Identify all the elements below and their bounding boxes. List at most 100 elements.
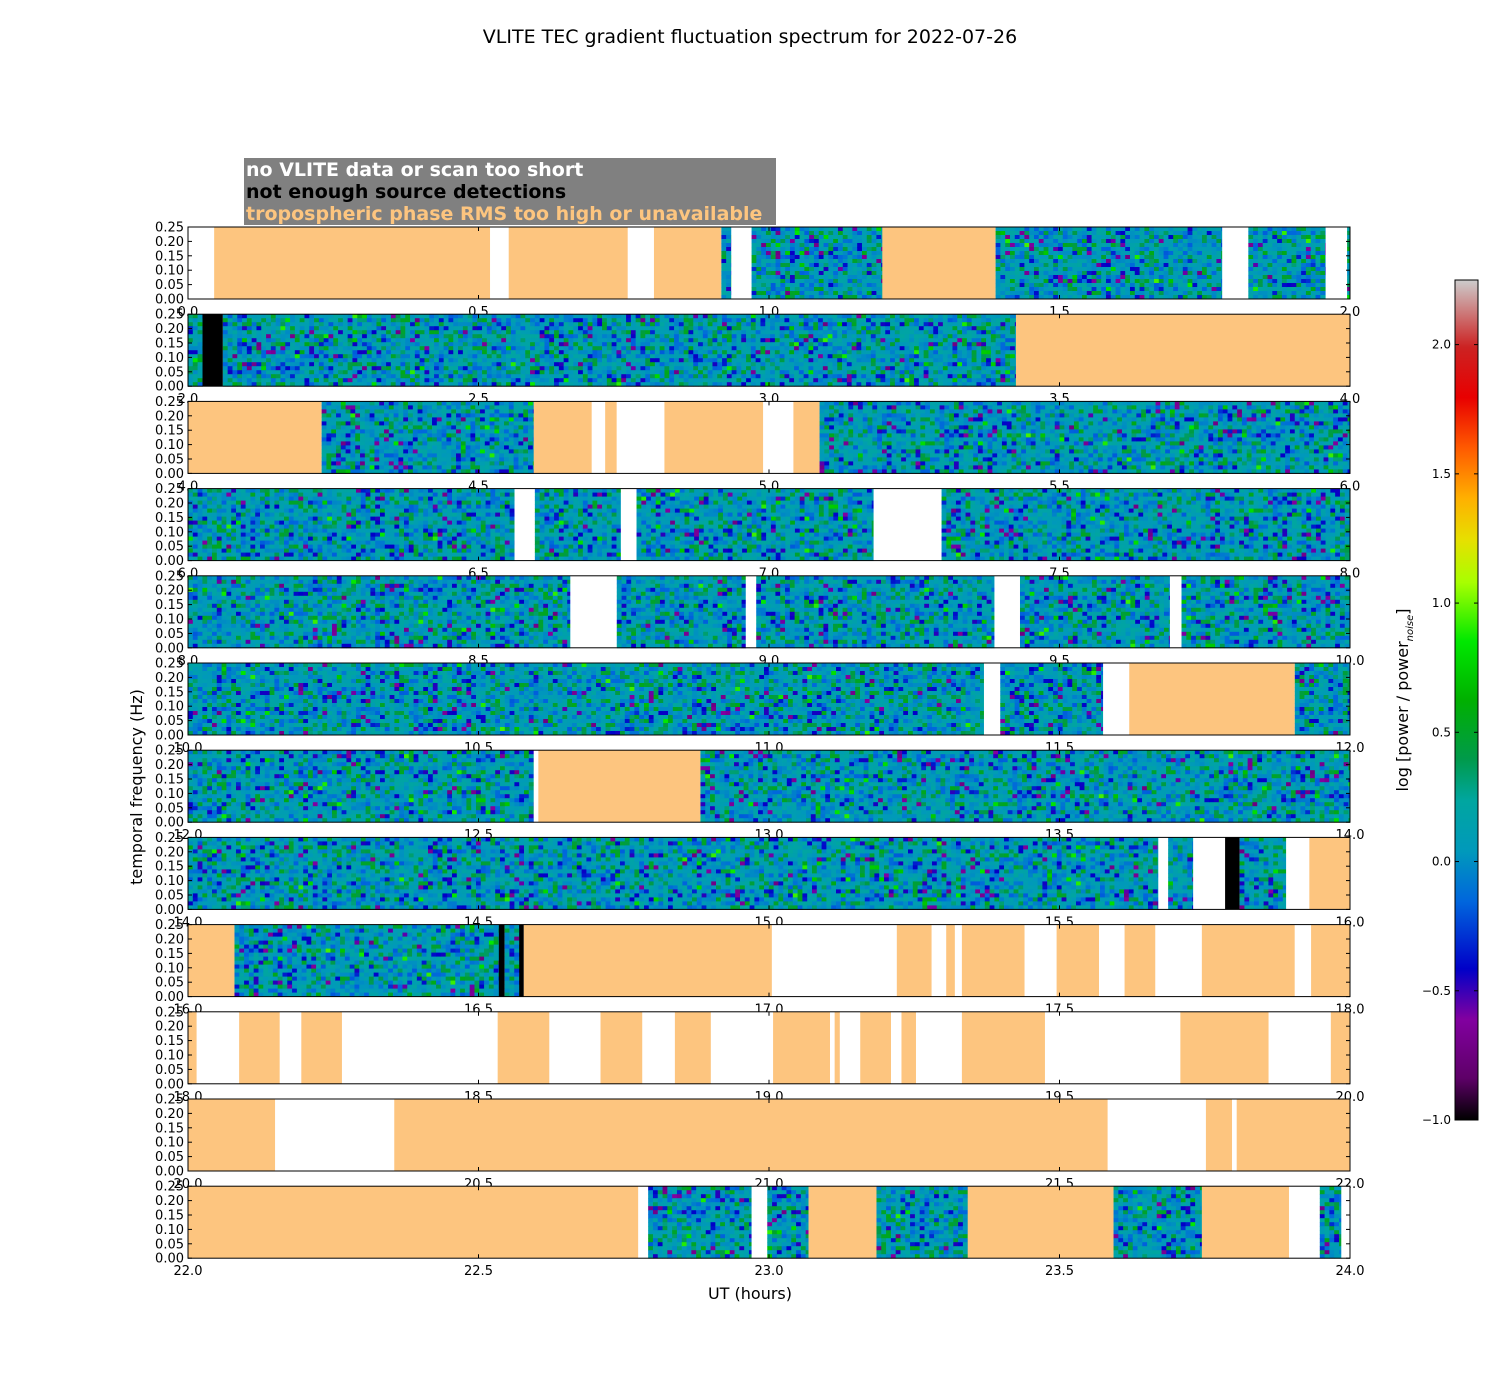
tropospheric-flag-segment [1056, 924, 1100, 997]
spectrum-segment [636, 488, 874, 561]
y-tick-label: 0.15 [155, 1121, 184, 1136]
y-tick-label: 0.15 [155, 860, 184, 875]
tropospheric-flag-segment [1330, 1011, 1350, 1084]
y-tick-label: 0.05 [155, 976, 184, 991]
y-tick-label: 0.15 [155, 511, 184, 526]
no-data-segment [1103, 663, 1130, 735]
no-data-segment [1158, 837, 1169, 910]
no-data-segment [873, 488, 942, 561]
spectrum-segment [876, 1186, 969, 1259]
spectrum-segment [188, 575, 571, 649]
tropospheric-flag-segment [860, 1011, 892, 1084]
panel-1: 0.000.050.100.150.200.250.0 0.5 1.0 1.5 2.0 [155, 221, 1360, 321]
x-axis-label: UT (hours) [708, 1284, 792, 1303]
tropospheric-flag-segment [523, 924, 772, 997]
y-tick-label: 0.00 [155, 1077, 184, 1092]
no-data-segment [763, 401, 794, 474]
y-tick-label: 0.00 [155, 293, 184, 308]
tropospheric-flag-segment [808, 1186, 877, 1259]
no-data-segment [570, 575, 617, 648]
no-data-segment [1024, 924, 1057, 997]
y-tick-label: 0.00 [155, 554, 184, 569]
spectrum-segment [188, 663, 985, 736]
tropospheric-flag-segment [946, 924, 955, 997]
no-data-segment [954, 924, 962, 997]
tropospheric-flag-segment [1205, 1099, 1233, 1171]
y-tick-label: 0.10 [155, 874, 184, 889]
y-tick-label: 0.10 [155, 961, 184, 976]
spectrum-segment [721, 227, 732, 300]
no-data-segment [931, 924, 947, 997]
legend-entry: not enough source detections [246, 181, 566, 203]
y-tick-label: 0.10 [155, 787, 184, 802]
y-tick-label: 0.00 [155, 816, 184, 831]
y-tick-label: 0.25 [155, 744, 184, 759]
y-tick-label: 0.15 [155, 773, 184, 788]
y-tick-label: 0.25 [155, 1093, 184, 1108]
no-data-segment [1044, 1011, 1181, 1084]
y-tick-label: 0.05 [155, 365, 184, 380]
y-tick-label: 0.05 [155, 889, 184, 904]
colorbar-tick-label: −0.5 [1422, 984, 1451, 998]
y-tick-label: 0.25 [155, 221, 184, 236]
colorbar-label-main: log [power / power [1393, 641, 1412, 792]
y-tick-label: 0.15 [155, 249, 184, 264]
y-tick-label: 0.25 [155, 657, 184, 672]
y-tick-label: 0.00 [155, 729, 184, 744]
tropospheric-flag-segment [773, 1011, 831, 1084]
spectrum-segment [1000, 663, 1104, 736]
no-data-segment [1294, 924, 1312, 997]
colorbar-tick-label: 0.5 [1432, 725, 1451, 739]
no-data-segment [549, 1011, 601, 1084]
tropospheric-flag-segment [653, 227, 722, 299]
no-detection-segment [202, 314, 223, 387]
y-tick-label: 0.00 [155, 467, 184, 482]
spectrum-segment [756, 575, 995, 649]
spectrum-segment [504, 924, 520, 997]
tropospheric-flag-segment [605, 401, 617, 474]
y-tick-label: 0.10 [155, 525, 184, 540]
no-data-segment [533, 750, 539, 823]
y-tick-label: 0.15 [155, 685, 184, 700]
heatmap-panels: 0.000.050.100.150.200.250.0 0.5 1.0 1.5 2.00… [155, 221, 1364, 1280]
y-tick-label: 0.20 [155, 758, 184, 773]
spectrum-segment [1019, 575, 1171, 649]
no-data-segment [1341, 1186, 1350, 1259]
spectrum-segment [767, 1186, 809, 1259]
spectrum-segment [534, 488, 622, 561]
no-detection-segment [498, 924, 505, 997]
tropospheric-flag-segment [394, 1099, 1108, 1171]
no-data-segment [1099, 924, 1125, 997]
x-tick-label: 22.0 [174, 1264, 203, 1279]
tropospheric-flag-segment [882, 227, 996, 299]
y-tick-label: 0.20 [155, 1194, 184, 1209]
no-data-segment [983, 663, 1001, 735]
y-tick-label: 0.20 [155, 322, 184, 337]
panel-4: 0.000.050.100.150.200.256.0 6.5 7.0 7.5 8.0 [155, 482, 1360, 581]
tropospheric-flag-segment [674, 1011, 711, 1084]
no-detection-segment [519, 924, 524, 997]
tropospheric-flag-segment [188, 1011, 197, 1084]
y-tick-label: 0.20 [155, 235, 184, 250]
no-data-segment [627, 227, 654, 299]
colorbar-tick-label: 1.5 [1432, 467, 1451, 481]
no-data-segment [1222, 227, 1249, 299]
y-tick-label: 0.20 [155, 845, 184, 860]
y-tick-label: 0.05 [155, 801, 184, 816]
spectrum-segment [995, 227, 1223, 300]
tropospheric-flag-segment [1015, 314, 1350, 387]
tropospheric-flag-segment [1124, 924, 1156, 997]
spectrum-segment [188, 314, 203, 387]
y-tick-label: 0.20 [155, 497, 184, 512]
no-data-segment [1268, 1011, 1331, 1084]
colorbar-label-sub: noise [1405, 615, 1416, 642]
tropospheric-flag-segment [301, 1011, 342, 1084]
spectrum-segment [234, 924, 500, 997]
no-data-segment [1286, 837, 1310, 910]
